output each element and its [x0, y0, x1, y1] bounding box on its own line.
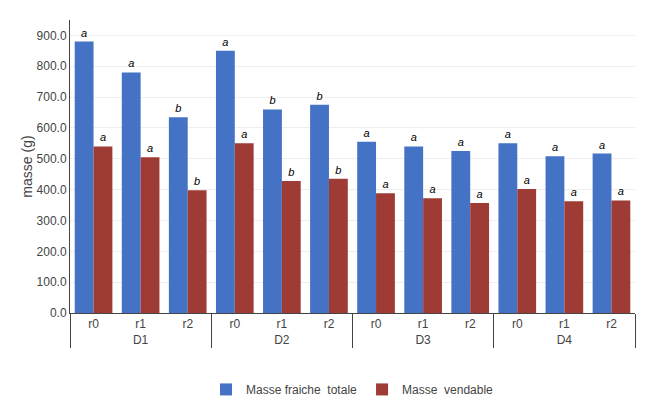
svg-text:b: b: [175, 102, 181, 114]
svg-text:r2: r2: [182, 317, 193, 331]
svg-text:a: a: [524, 174, 530, 186]
svg-text:D4: D4: [557, 333, 573, 347]
svg-text:b: b: [316, 90, 322, 102]
svg-text:a: a: [618, 185, 624, 197]
svg-text:a: a: [429, 183, 435, 195]
svg-text:b: b: [194, 175, 200, 187]
svg-text:600.0: 600.0: [37, 121, 67, 135]
svg-text:D1: D1: [133, 333, 149, 347]
svg-text:r1: r1: [135, 317, 146, 331]
svg-text:Masse vendable: Masse vendable: [402, 383, 493, 397]
svg-text:a: a: [411, 131, 417, 143]
svg-text:Masse fraiche totale: Masse fraiche totale: [246, 383, 357, 397]
svg-text:r1: r1: [418, 317, 429, 331]
svg-text:100.0: 100.0: [37, 275, 67, 289]
svg-text:r0: r0: [88, 317, 99, 331]
svg-text:a: a: [571, 186, 577, 198]
svg-text:b: b: [335, 164, 341, 176]
svg-text:a: a: [81, 27, 87, 39]
svg-text:200.0: 200.0: [37, 245, 67, 259]
svg-text:900.0: 900.0: [37, 29, 67, 43]
svg-text:masse (g): masse (g): [19, 135, 35, 197]
svg-text:r1: r1: [559, 317, 570, 331]
svg-text:r0: r0: [371, 317, 382, 331]
svg-text:b: b: [288, 166, 294, 178]
svg-text:500.0: 500.0: [37, 152, 67, 166]
svg-text:300.0: 300.0: [37, 214, 67, 228]
svg-text:a: a: [241, 128, 247, 140]
svg-text:a: a: [364, 127, 370, 139]
svg-text:700.0: 700.0: [37, 90, 67, 104]
svg-text:r2: r2: [606, 317, 617, 331]
svg-text:a: a: [599, 139, 605, 151]
svg-text:400.0: 400.0: [37, 183, 67, 197]
svg-text:D2: D2: [274, 333, 290, 347]
svg-text:a: a: [128, 57, 134, 69]
svg-text:a: a: [505, 128, 511, 140]
svg-text:r1: r1: [277, 317, 288, 331]
svg-text:r2: r2: [324, 317, 335, 331]
svg-text:800.0: 800.0: [37, 59, 67, 73]
svg-text:a: a: [552, 141, 558, 153]
svg-text:a: a: [458, 136, 464, 148]
svg-text:a: a: [100, 131, 106, 143]
svg-text:a: a: [222, 36, 228, 48]
svg-text:0.0: 0.0: [50, 306, 67, 320]
svg-text:a: a: [147, 142, 153, 154]
svg-text:a: a: [477, 188, 483, 200]
svg-text:b: b: [269, 94, 275, 106]
svg-text:r0: r0: [229, 317, 240, 331]
svg-text:r2: r2: [465, 317, 476, 331]
svg-text:r0: r0: [512, 317, 523, 331]
svg-text:D3: D3: [415, 333, 431, 347]
svg-text:a: a: [382, 178, 388, 190]
